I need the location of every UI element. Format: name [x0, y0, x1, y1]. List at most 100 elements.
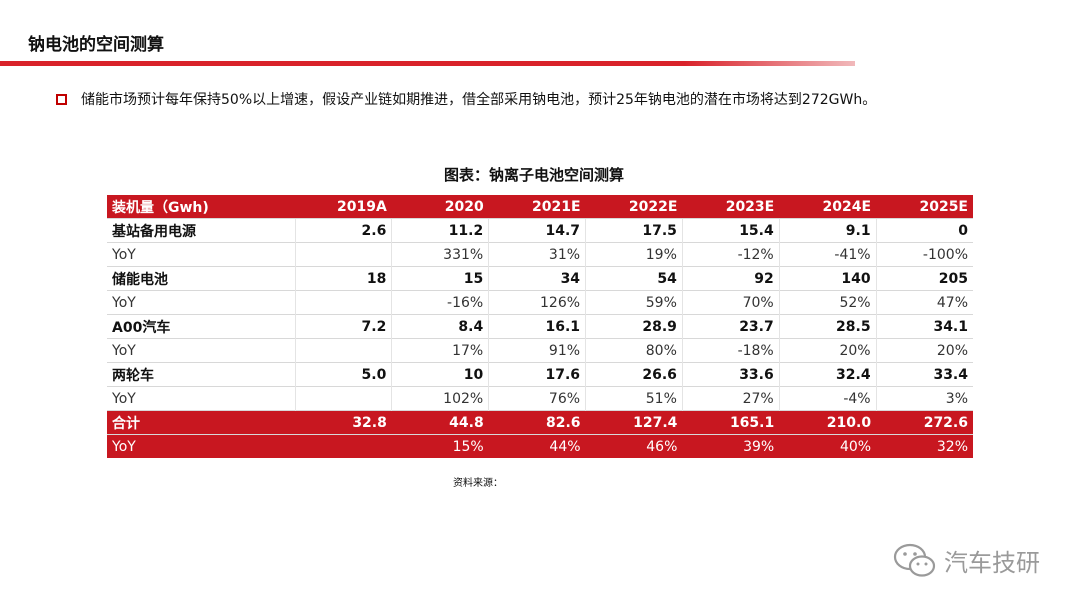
table-body: 基站备用电源 2.6 11.2 14.7 17.5 15.4 9.1 0 YoY 331% 31% 1…: [107, 218, 973, 458]
value-cell: 9.1: [778, 218, 877, 243]
value-cell: 92: [681, 266, 780, 291]
value-cell: 272.6: [876, 410, 973, 435]
row-label-cell: 合计: [107, 410, 296, 435]
column-header: 2025E: [919, 198, 968, 215]
value-cell: 10: [391, 362, 489, 387]
source-note: 资料来源：: [453, 478, 503, 489]
table-row: YoY -16% 126% 59% 70% 52% 47%: [107, 290, 973, 315]
row-label-cell: YoY: [107, 290, 296, 315]
title-divider: [0, 61, 855, 66]
value-cell: 32.4: [778, 362, 877, 387]
value-cell: [294, 386, 392, 411]
table-row: 两轮车 5.0 10 17.6 26.6 33.6 32.4 33.4: [107, 362, 973, 387]
bullet-text: 储能市场预计每年保持50%以上增速，假设产业链如期推进，借全部采用钠电池，预计2…: [81, 92, 877, 108]
value-cell: 34.1: [875, 314, 973, 339]
table-row: YoY 17% 91% 80% -18% 20% 20%: [107, 338, 973, 363]
value-cell: 126%: [488, 290, 586, 315]
sodium-battery-table: 装机量（Gwh) 2019A 2020 2021E 2022E 2023E 20…: [107, 195, 973, 458]
value-cell: 27%: [681, 386, 780, 411]
value-cell: -16%: [391, 290, 489, 315]
value-cell: 14.7: [488, 218, 586, 243]
value-cell: -100%: [875, 242, 973, 267]
value-cell: [294, 242, 392, 267]
value-cell: 33.4: [875, 362, 973, 387]
value-cell: 140: [778, 266, 877, 291]
value-cell: 5.0: [294, 362, 392, 387]
square-bullet-icon: [56, 93, 67, 105]
value-cell: [295, 434, 392, 458]
value-cell: 54: [585, 266, 683, 291]
table-row: 合计 32.8 44.8 82.6 127.4 165.1 210.0 272.6: [107, 410, 973, 435]
value-cell: 47%: [875, 290, 973, 315]
value-cell: 40%: [779, 434, 877, 458]
value-cell: 17%: [391, 338, 489, 363]
column-header: 2019A: [337, 198, 387, 215]
value-cell: 44%: [488, 434, 586, 458]
table-row: YoY 15% 44% 46% 39% 40% 32%: [107, 434, 973, 458]
value-cell: 18: [294, 266, 392, 291]
row-label-cell: A00汽车: [107, 314, 296, 339]
value-cell: 205: [875, 266, 973, 291]
table-row: YoY 102% 76% 51% 27% -4% 3%: [107, 386, 973, 411]
value-cell: 17.6: [488, 362, 586, 387]
value-cell: 91%: [488, 338, 586, 363]
value-cell: 11.2: [391, 218, 489, 243]
value-cell: 15.4: [681, 218, 780, 243]
column-header: 2023E: [725, 198, 775, 215]
column-header: 2024E: [822, 198, 872, 215]
column-header: 2022E: [628, 198, 678, 215]
value-cell: 7.2: [294, 314, 392, 339]
value-cell: 127.4: [585, 410, 683, 435]
value-cell: 3%: [875, 386, 973, 411]
bullet-point: 储能市场预计每年保持50%以上增速，假设产业链如期推进，借全部采用钠电池，预计2…: [56, 89, 876, 109]
value-cell: 28.9: [585, 314, 683, 339]
table-row: 储能电池 18 15 34 54 92 140 205: [107, 266, 973, 291]
value-cell: 34: [488, 266, 586, 291]
watermark-text: 汽车技研: [944, 548, 1040, 577]
value-cell: 59%: [585, 290, 683, 315]
row-label-cell: YoY: [107, 242, 296, 267]
value-cell: 17.5: [585, 218, 683, 243]
table-row: 基站备用电源 2.6 11.2 14.7 17.5 15.4 9.1 0: [107, 218, 973, 243]
column-header: 2020: [444, 198, 484, 215]
value-cell: 23.7: [681, 314, 780, 339]
table-header-row: 装机量（Gwh) 2019A 2020 2021E 2022E 2023E 20…: [107, 195, 973, 219]
row-label-cell: YoY: [107, 386, 296, 411]
row-label-cell: 储能电池: [107, 266, 296, 291]
value-cell: -41%: [778, 242, 877, 267]
value-cell: [294, 338, 392, 363]
table-row: YoY 331% 31% 19% -12% -41% -100%: [107, 242, 973, 267]
value-cell: 20%: [778, 338, 877, 363]
value-cell: 19%: [585, 242, 683, 267]
value-cell: 70%: [681, 290, 780, 315]
row-label-cell: YoY: [107, 338, 296, 363]
wechat-icon: [893, 543, 936, 577]
value-cell: [294, 290, 392, 315]
value-cell: 8.4: [391, 314, 489, 339]
value-cell: 26.6: [585, 362, 683, 387]
table-caption: 图表：钠离子电池空间测算: [444, 166, 625, 184]
row-label-cell: YoY: [107, 434, 296, 458]
table-row: A00汽车 7.2 8.4 16.1 28.9 23.7 28.5 34.1: [107, 314, 973, 339]
value-cell: 52%: [778, 290, 877, 315]
value-cell: 2.6: [294, 218, 392, 243]
value-cell: 165.1: [682, 410, 780, 435]
value-cell: 15: [391, 266, 489, 291]
value-cell: 102%: [391, 386, 489, 411]
value-cell: 82.6: [488, 410, 586, 435]
value-cell: 76%: [488, 386, 586, 411]
value-cell: 80%: [585, 338, 683, 363]
value-cell: 28.5: [778, 314, 877, 339]
value-cell: 210.0: [779, 410, 877, 435]
value-cell: 51%: [585, 386, 683, 411]
value-cell: 31%: [488, 242, 586, 267]
value-cell: 39%: [682, 434, 780, 458]
value-cell: 0: [875, 218, 973, 243]
column-header: 2021E: [532, 198, 581, 215]
watermark: 汽车技研: [892, 542, 1040, 578]
value-cell: -12%: [681, 242, 780, 267]
value-cell: 44.8: [391, 410, 489, 435]
column-header: 装机量（Gwh): [112, 199, 209, 216]
value-cell: -4%: [778, 386, 877, 411]
value-cell: 20%: [875, 338, 973, 363]
